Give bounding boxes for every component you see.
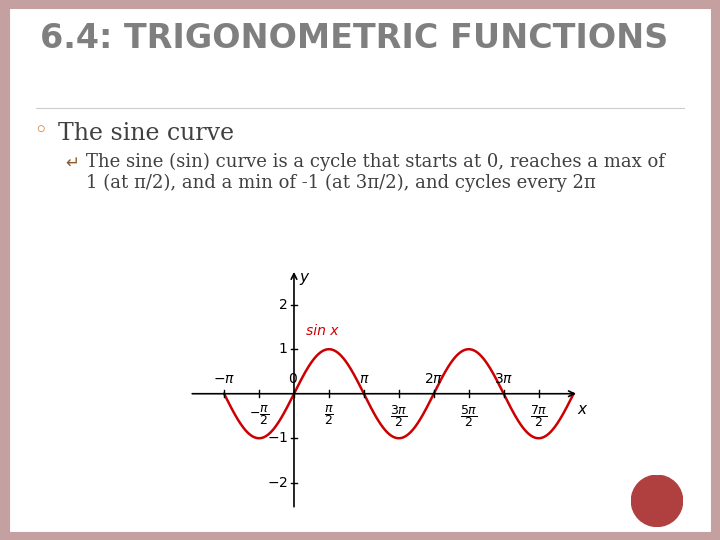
Text: The sine (sin) curve is a cycle that starts at 0, reaches a max of: The sine (sin) curve is a cycle that sta… — [86, 153, 665, 171]
Text: 6.4: TRIGONOMETRIC FUNCTIONS: 6.4: TRIGONOMETRIC FUNCTIONS — [40, 22, 668, 55]
Text: 0: 0 — [289, 372, 297, 386]
Text: $x$: $x$ — [577, 402, 588, 417]
Text: sin x: sin x — [306, 324, 338, 338]
Circle shape — [631, 475, 683, 526]
Text: ◦: ◦ — [35, 122, 47, 140]
Text: $\pi$: $\pi$ — [359, 372, 369, 386]
Text: $2\pi$: $2\pi$ — [424, 372, 444, 386]
Text: $-2$: $-2$ — [266, 476, 288, 490]
Text: $\dfrac{7\pi}{2}$: $\dfrac{7\pi}{2}$ — [530, 403, 547, 429]
Text: $-\dfrac{\pi}{2}$: $-\dfrac{\pi}{2}$ — [249, 403, 269, 428]
Text: $y$: $y$ — [299, 271, 310, 287]
Text: $\dfrac{3\pi}{2}$: $\dfrac{3\pi}{2}$ — [390, 403, 408, 429]
Text: $2$: $2$ — [279, 298, 288, 312]
Text: 1 (at π/2), and a min of -1 (at 3π/2), and cycles every 2π: 1 (at π/2), and a min of -1 (at 3π/2), a… — [86, 174, 596, 192]
Text: $1$: $1$ — [278, 342, 288, 356]
Text: $-1$: $-1$ — [266, 431, 288, 446]
Text: $\dfrac{\pi}{2}$: $\dfrac{\pi}{2}$ — [324, 403, 334, 428]
Text: ↵: ↵ — [65, 154, 78, 172]
Text: $\dfrac{5\pi}{2}$: $\dfrac{5\pi}{2}$ — [460, 403, 477, 429]
Text: The sine curve: The sine curve — [58, 122, 234, 145]
Text: $3\pi$: $3\pi$ — [494, 372, 513, 386]
Text: $-\pi$: $-\pi$ — [213, 372, 235, 386]
